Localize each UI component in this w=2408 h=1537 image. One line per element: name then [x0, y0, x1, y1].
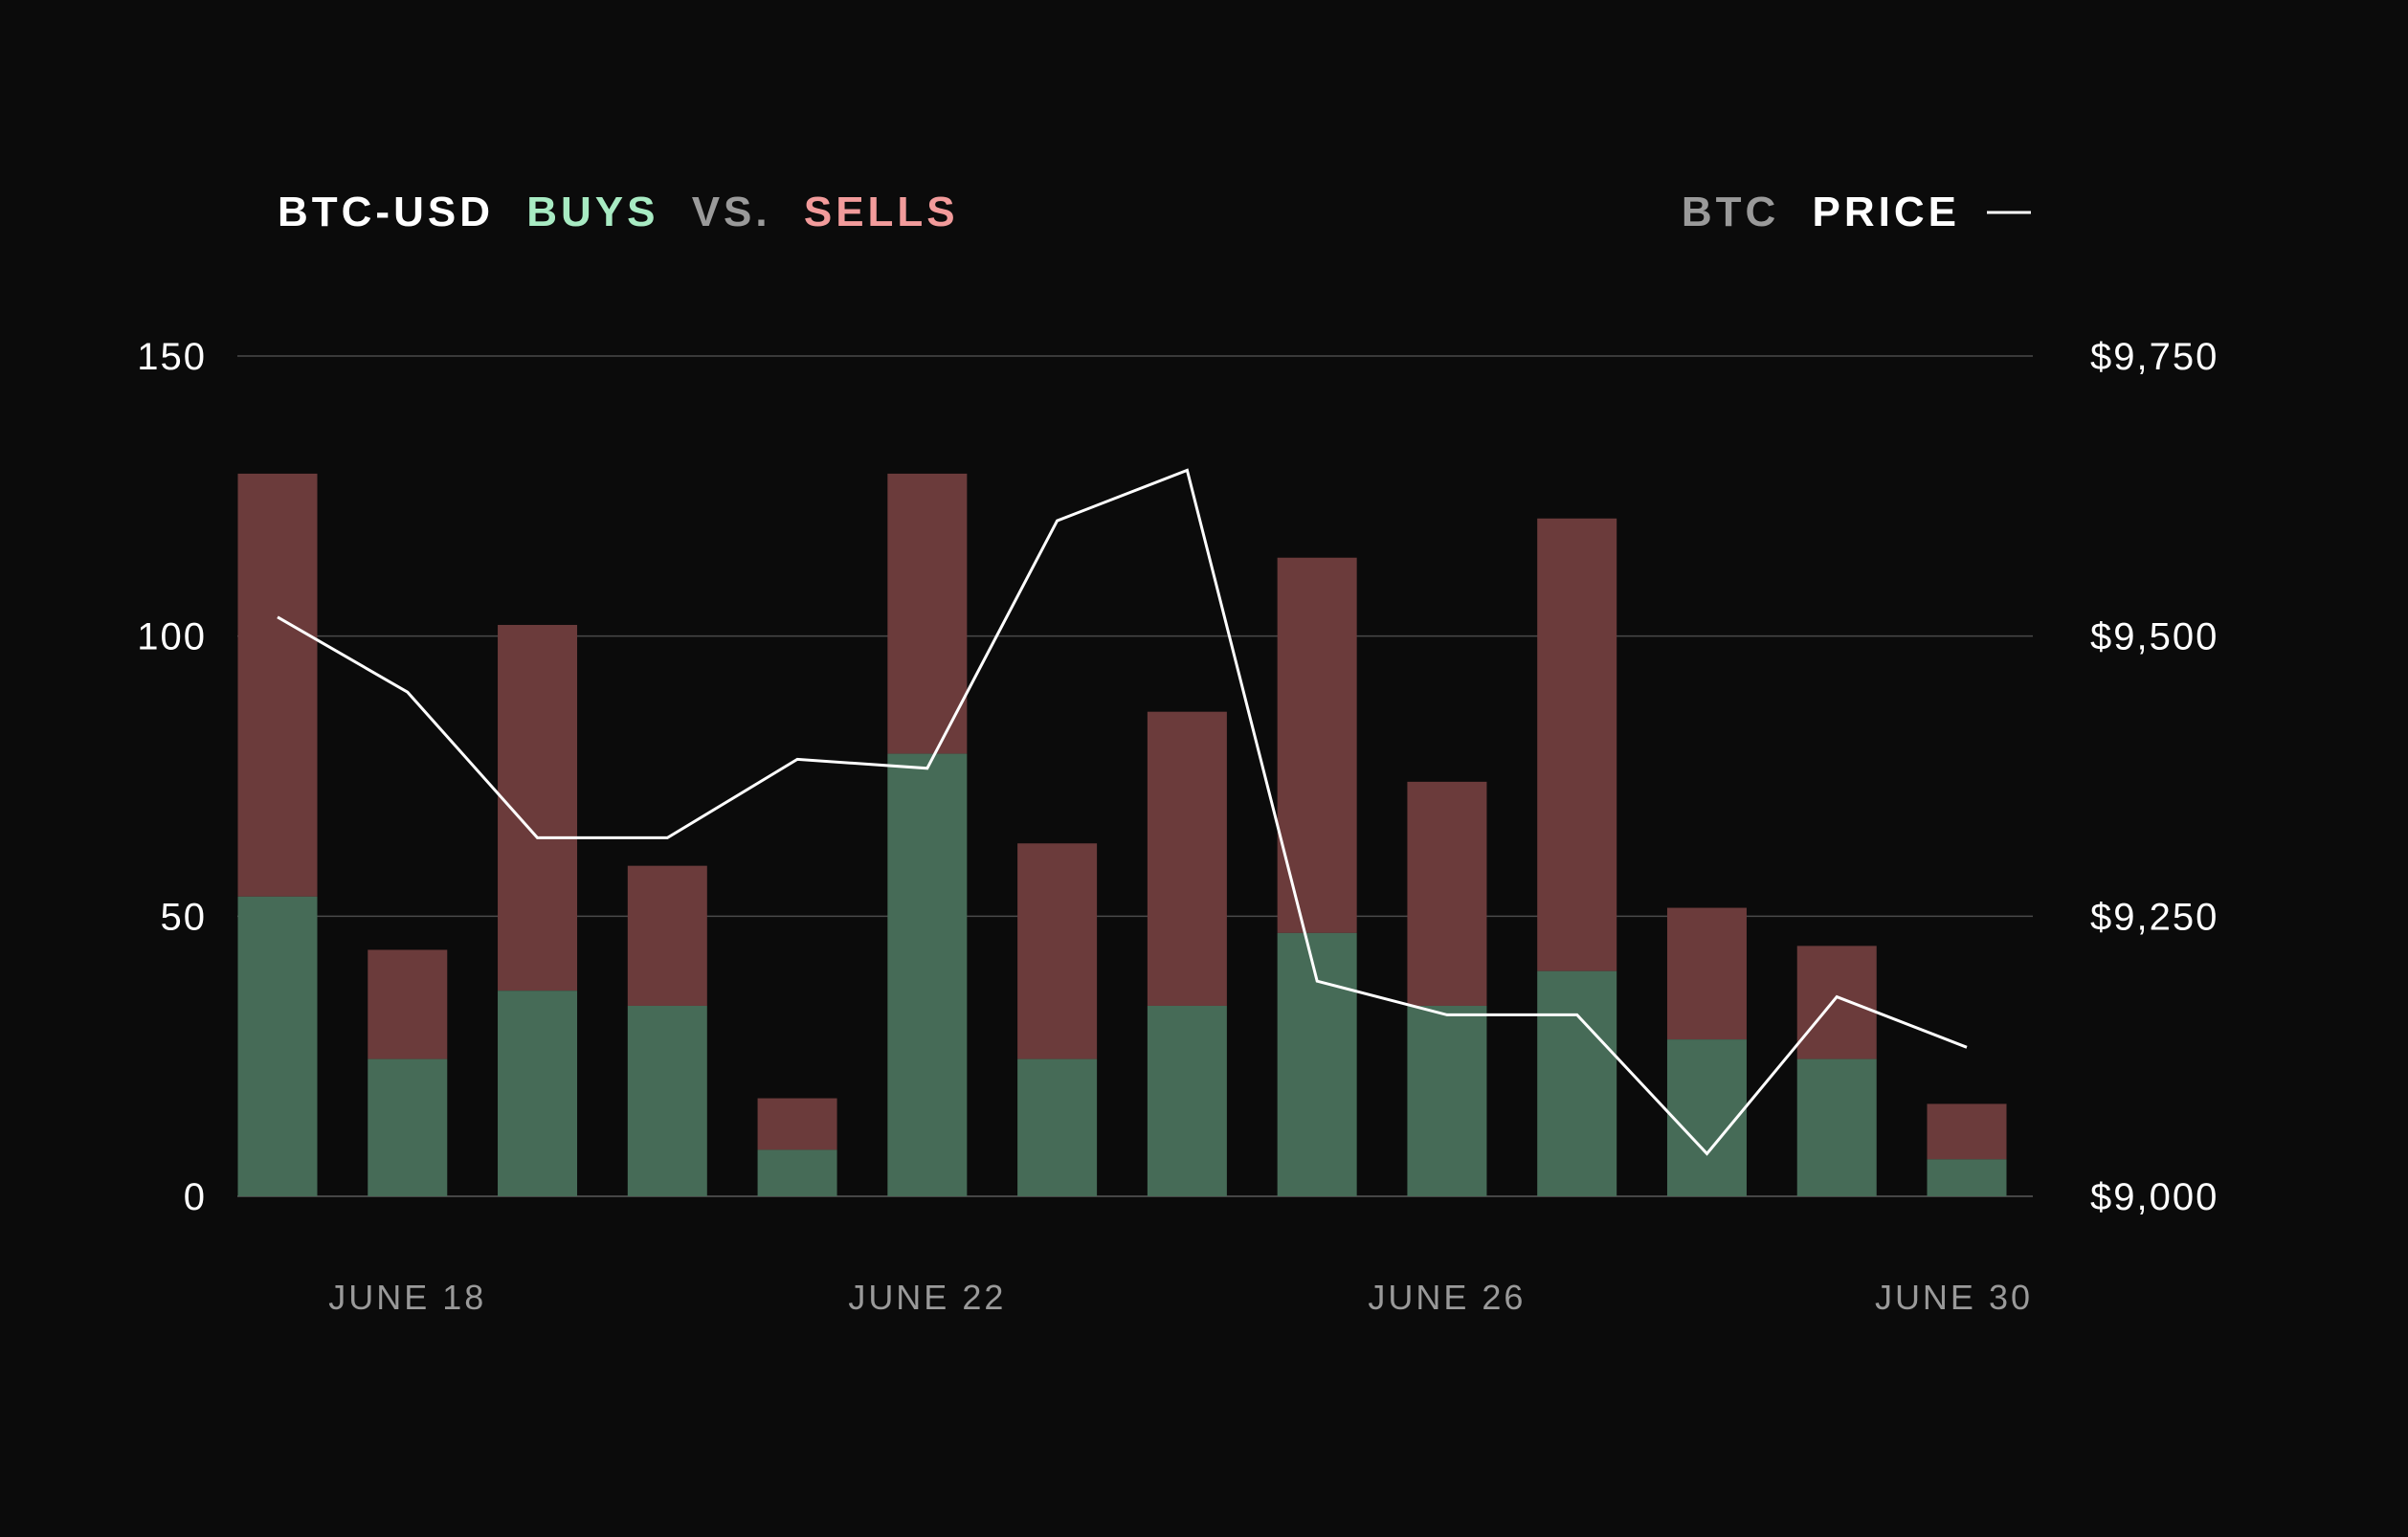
bar-buys: [1537, 970, 1617, 1196]
x-tick-label: JUNE 26: [1368, 1278, 1526, 1317]
bar-buys: [887, 753, 968, 1196]
bar-sells: [368, 949, 448, 1059]
bar-buys: [1277, 932, 1357, 1196]
bar-buys: [627, 1005, 707, 1196]
bar-sells: [1927, 1103, 2007, 1160]
legend-prefix: BTC: [1682, 189, 1779, 235]
x-tick-label: JUNE 18: [328, 1278, 486, 1317]
legend-label: PRICE: [1813, 189, 1960, 235]
bar-sells: [1537, 518, 1617, 971]
legend-price: BTC PRICE: [1682, 189, 1960, 235]
bar-buys: [1927, 1159, 2007, 1196]
bar-buys: [498, 991, 578, 1196]
bar-sells: [887, 473, 968, 754]
x-tick-label: JUNE 22: [848, 1278, 1006, 1317]
bar-buys: [1666, 1039, 1747, 1196]
title-vs: VS.: [692, 189, 771, 235]
bar-buys: [1147, 1005, 1227, 1196]
y-left-tick-label: 50: [161, 896, 208, 938]
title-buys: BUYS: [526, 189, 658, 235]
y-right-tick-label: $9,750: [2090, 336, 2218, 378]
bar-buys: [237, 896, 318, 1196]
bar-buys: [757, 1149, 837, 1196]
bar-buys: [1017, 1058, 1098, 1196]
bar-sells: [1017, 843, 1098, 1059]
y-right-tick-label: $9,000: [2090, 1176, 2218, 1218]
y-left-tick-label: 100: [137, 616, 207, 658]
y-right-tick-label: $9,500: [2090, 616, 2218, 658]
bar-sells: [1147, 711, 1227, 1006]
bar-sells: [1796, 946, 1877, 1059]
price-line: [277, 468, 1968, 1156]
bar-sells: [627, 865, 707, 1006]
chart-title: BTC-USD BUYS VS. SELLS: [278, 189, 959, 235]
bar-buys: [1796, 1058, 1877, 1196]
axis-layer: 0 50 100 150 $9,000 $9,250 $9,500 $9,750 JUNE 18…: [137, 336, 2218, 1317]
y-left-tick-label: 0: [184, 1176, 207, 1218]
bar-sells: [757, 1098, 837, 1150]
bar-buys: [368, 1058, 448, 1196]
line-layer: [277, 468, 1968, 1156]
bar-buys: [1407, 1005, 1487, 1196]
title-pair: BTC-USD: [278, 189, 494, 235]
bar-sells: [1407, 781, 1487, 1006]
x-tick-label: JUNE 30: [1875, 1278, 2033, 1317]
bar-sells: [1666, 907, 1747, 1040]
bar-sells: [1277, 557, 1357, 933]
y-left-tick-label: 150: [137, 336, 207, 378]
title-sells: SELLS: [804, 189, 959, 235]
bar-sells: [237, 473, 318, 897]
y-right-tick-label: $9,250: [2090, 896, 2218, 938]
